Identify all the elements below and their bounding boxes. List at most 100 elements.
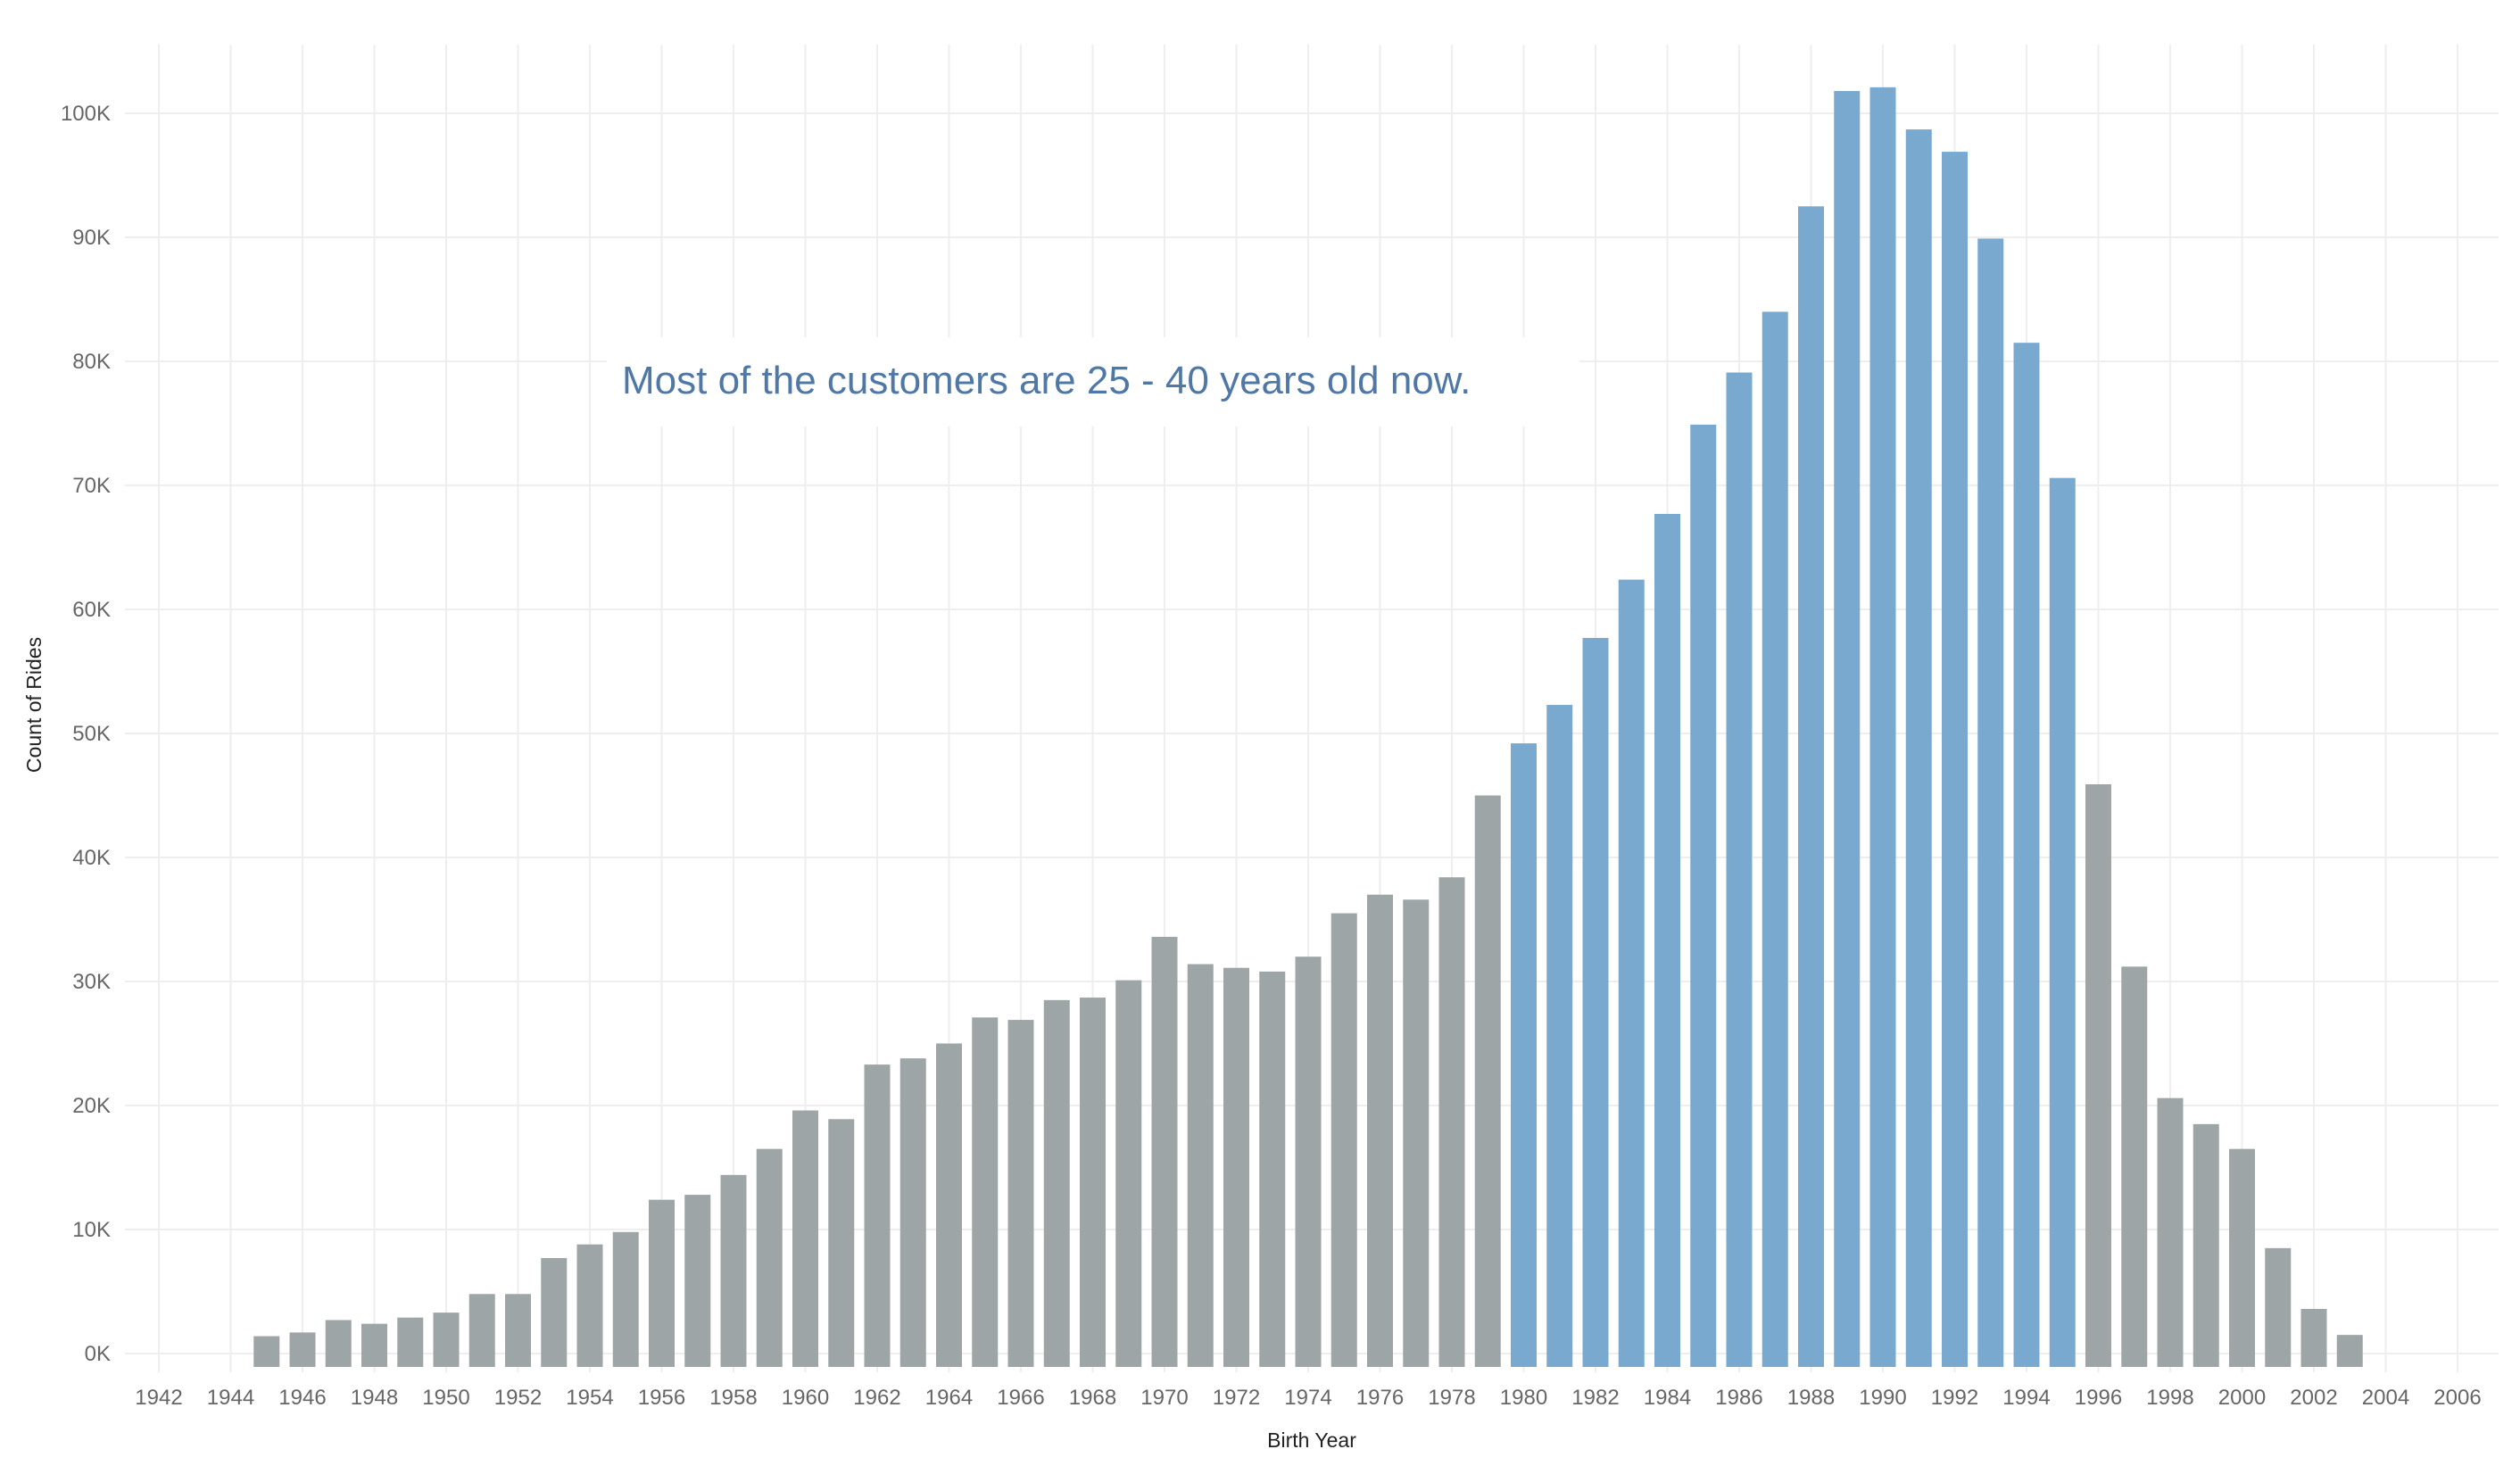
bar-1965 — [972, 1017, 999, 1367]
x-tick-label: 1968 — [1069, 1386, 1116, 1410]
bar-1948 — [361, 1323, 387, 1367]
bar-1973 — [1259, 971, 1286, 1367]
x-tick-label: 1996 — [2075, 1386, 2122, 1410]
x-tick-label: 1984 — [1644, 1386, 1691, 1410]
bar-1979 — [1474, 795, 1501, 1367]
bar-1978 — [1438, 877, 1465, 1367]
x-tick-label: 1992 — [1931, 1386, 1978, 1410]
bar-1996 — [2085, 783, 2111, 1367]
bar-1966 — [1007, 1020, 1034, 1367]
bars-layer — [253, 87, 2363, 1368]
x-tick-label: 1998 — [2146, 1386, 2193, 1410]
x-axis-title: Birth Year — [1267, 1428, 1356, 1452]
x-tick-label: 1980 — [1500, 1386, 1547, 1410]
bar-1958 — [720, 1174, 747, 1367]
bar-1986 — [1726, 372, 1753, 1367]
bar-1946 — [289, 1332, 316, 1367]
bar-1972 — [1223, 967, 1249, 1367]
x-tick-label: 1954 — [566, 1386, 613, 1410]
x-tick-label: 1966 — [997, 1386, 1044, 1410]
bar-1956 — [649, 1199, 675, 1367]
bar-1955 — [612, 1231, 639, 1367]
y-axis-title: Count of Rides — [22, 637, 46, 773]
bar-1995 — [2049, 477, 2076, 1367]
y-tick-label: 60K — [72, 598, 111, 622]
bar-1971 — [1187, 964, 1214, 1367]
y-tick-label: 80K — [72, 350, 111, 374]
bar-2001 — [2265, 1247, 2292, 1367]
x-tick-label: 1948 — [351, 1386, 398, 1410]
x-tick-label: 1942 — [135, 1386, 182, 1410]
y-tick-label: 20K — [72, 1094, 111, 1118]
bar-2002 — [2300, 1308, 2327, 1367]
bar-1947 — [325, 1320, 352, 1367]
bar-1962 — [864, 1064, 891, 1367]
x-tick-label: 1946 — [278, 1386, 326, 1410]
y-tick-label: 90K — [72, 226, 111, 250]
x-tick-label: 1962 — [853, 1386, 900, 1410]
y-tick-label: 70K — [72, 474, 111, 498]
bar-2003 — [2336, 1335, 2363, 1367]
bar-1987 — [1762, 311, 1788, 1367]
bar-1968 — [1080, 998, 1106, 1367]
chart-annotation: Most of the customers are 25 - 40 years … — [622, 359, 1471, 402]
bar-1952 — [505, 1294, 531, 1367]
bar-1997 — [2121, 966, 2148, 1367]
bar-1945 — [253, 1336, 280, 1367]
bar-1998 — [2157, 1097, 2184, 1367]
x-tick-label: 1976 — [1356, 1386, 1404, 1410]
bar-2000 — [2229, 1148, 2255, 1367]
bar-1991 — [1905, 129, 1932, 1367]
bar-1960 — [792, 1110, 818, 1367]
bar-1964 — [936, 1043, 962, 1367]
bar-1999 — [2193, 1123, 2219, 1367]
bar-1981 — [1546, 705, 1573, 1367]
bar-1953 — [541, 1257, 568, 1367]
bar-1975 — [1330, 913, 1357, 1367]
bar-1977 — [1403, 899, 1430, 1367]
bar-1970 — [1151, 936, 1178, 1367]
bar-1959 — [756, 1148, 783, 1367]
x-tick-label: 1974 — [1284, 1386, 1331, 1410]
x-tick-label: 1944 — [207, 1386, 254, 1410]
bar-1957 — [684, 1195, 711, 1367]
y-axis: 0K 10K 20K 30K 40K 50K 60K 70K 80K 90K 100K — [61, 102, 111, 1366]
bar-1983 — [1618, 579, 1645, 1367]
x-tick-label: 1960 — [782, 1386, 829, 1410]
bar-1993 — [1977, 238, 2004, 1367]
bar-1974 — [1295, 956, 1322, 1367]
y-tick-label: 50K — [72, 722, 111, 746]
x-tick-label: 1990 — [1859, 1386, 1906, 1410]
bar-1980 — [1511, 743, 1537, 1367]
bar-1949 — [397, 1317, 424, 1367]
x-tick-label: 2006 — [2433, 1386, 2481, 1410]
bar-1969 — [1115, 980, 1142, 1367]
y-tick-label: 0K — [85, 1342, 111, 1366]
bar-1961 — [828, 1119, 855, 1367]
bar-1994 — [2013, 343, 2040, 1367]
x-tick-label: 1952 — [494, 1386, 542, 1410]
x-tick-label: 1958 — [709, 1386, 757, 1410]
y-tick-label: 100K — [61, 102, 111, 126]
bar-1976 — [1367, 894, 1393, 1367]
bar-1950 — [433, 1313, 460, 1367]
x-tick-label: 1982 — [1571, 1386, 1619, 1410]
bar-1989 — [1834, 90, 1861, 1368]
x-tick-label: 1964 — [925, 1386, 973, 1410]
x-tick-label: 1972 — [1213, 1386, 1260, 1410]
bar-1992 — [1942, 152, 1968, 1368]
x-tick-label: 1986 — [1715, 1386, 1762, 1410]
x-tick-label: 2004 — [2362, 1386, 2409, 1410]
bar-1985 — [1690, 424, 1717, 1367]
bar-1954 — [576, 1244, 603, 1367]
x-tick-label: 2000 — [2218, 1386, 2266, 1410]
bar-1963 — [899, 1058, 926, 1367]
x-tick-label: 1956 — [638, 1386, 685, 1410]
x-tick-label: 1950 — [422, 1386, 469, 1410]
bar-1967 — [1043, 999, 1070, 1367]
bar-1988 — [1798, 206, 1824, 1367]
x-tick-label: 1978 — [1428, 1386, 1475, 1410]
bar-1951 — [468, 1294, 495, 1367]
x-tick-label: 1988 — [1787, 1386, 1835, 1410]
